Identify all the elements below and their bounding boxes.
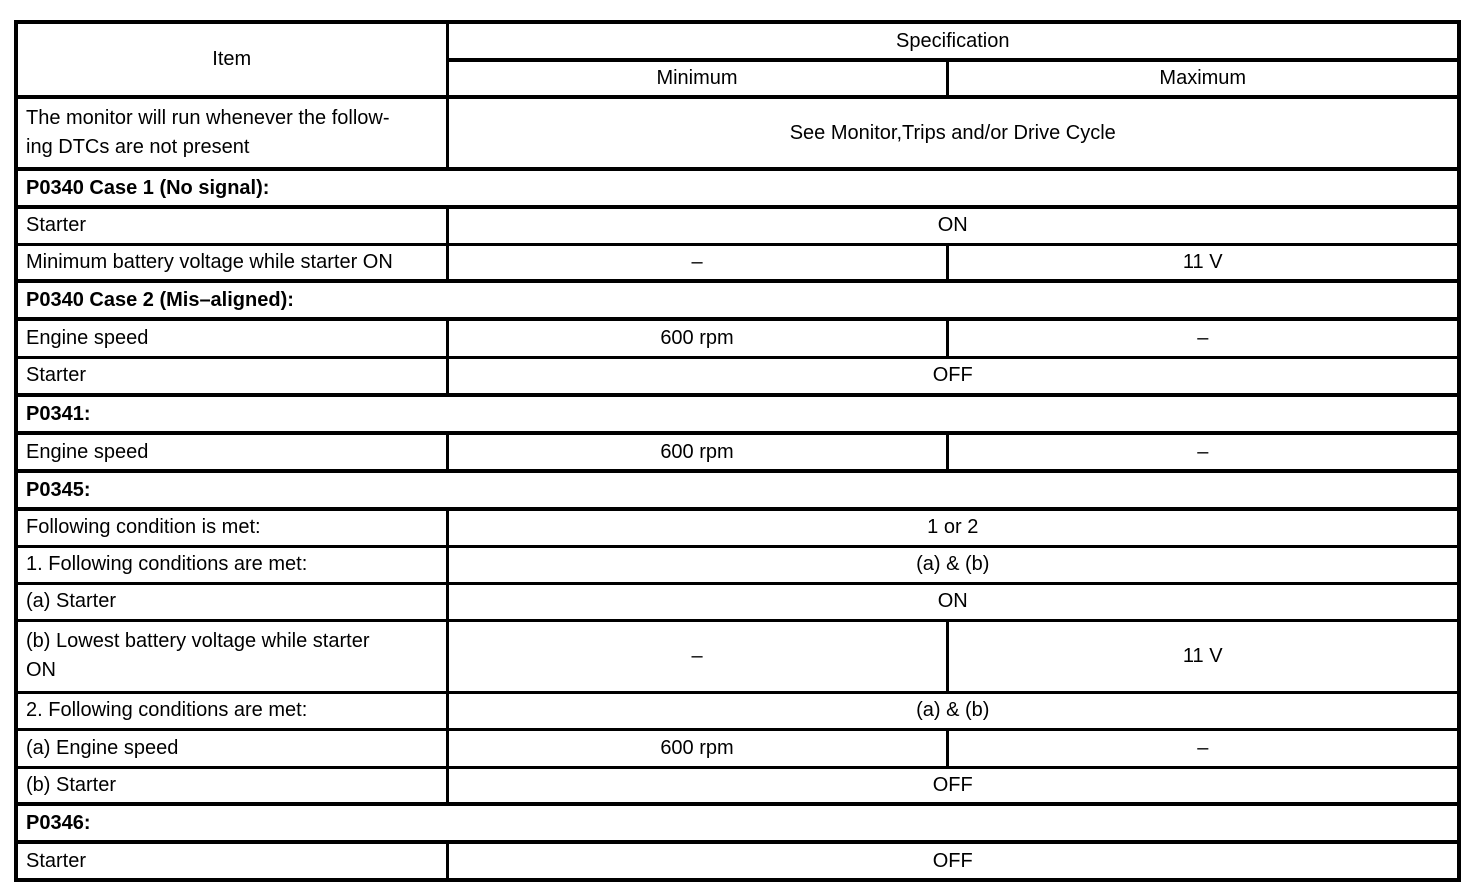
table-row: Engine speed 600 rpm – xyxy=(14,431,1461,473)
table-row: Starter ON xyxy=(14,205,1461,246)
maximum-cell: – xyxy=(945,431,1461,473)
minimum-cell: – xyxy=(445,618,949,694)
minimum-cell: 600 rpm xyxy=(445,727,949,769)
table-row: (a) Starter ON xyxy=(14,581,1461,622)
value-cell: ON xyxy=(445,581,1461,622)
value-cell: (a) & (b) xyxy=(445,690,1461,731)
value-cell: OFF xyxy=(445,840,1461,882)
maximum-cell: – xyxy=(945,317,1461,359)
item-cell: Engine speed xyxy=(14,431,449,473)
item-cell: (b) Lowest battery voltage while starter… xyxy=(14,618,449,694)
header-row-specification: Item Specification xyxy=(14,20,1461,99)
table-row: 1. Following conditions are met: (a) & (… xyxy=(14,544,1461,585)
item-cell: 1. Following conditions are met: xyxy=(14,544,449,585)
table-row: Following condition is met: 1 or 2 xyxy=(14,507,1461,548)
section-title: P0345: xyxy=(14,469,1461,511)
item-cell: (a) Engine speed xyxy=(14,727,449,769)
column-header-item: Item xyxy=(14,20,449,99)
column-header-maximum: Maximum xyxy=(945,58,1461,99)
section-title: P0346: xyxy=(14,802,1461,844)
table-row: Engine speed 600 rpm – xyxy=(14,317,1461,359)
column-header-minimum: Minimum xyxy=(445,58,949,99)
section-row: P0346: xyxy=(14,802,1461,844)
maximum-cell: 11 V xyxy=(945,618,1461,694)
specification-table: Item Specification Minimum Maximum The m… xyxy=(14,20,1461,882)
item-cell: Starter xyxy=(14,205,449,246)
item-cell: The monitor will run whenever the follow… xyxy=(14,95,449,171)
item-cell: Minimum battery voltage while starter ON xyxy=(14,242,449,283)
table-row: 2. Following conditions are met: (a) & (… xyxy=(14,690,1461,731)
value-cell: See Monitor,Trips and/or Drive Cycle xyxy=(445,95,1461,171)
column-header-specification: Specification xyxy=(445,20,1461,62)
table-row: (b) Starter OFF xyxy=(14,765,1461,806)
table-row: (b) Lowest battery voltage while starter… xyxy=(14,618,1461,694)
section-title: P0340 Case 1 (No signal): xyxy=(14,167,1461,209)
minimum-cell: 600 rpm xyxy=(445,317,949,359)
item-cell: Engine speed xyxy=(14,317,449,359)
value-cell: (a) & (b) xyxy=(445,544,1461,585)
section-row: P0345: xyxy=(14,469,1461,511)
section-title: P0340 Case 2 (Mis–aligned): xyxy=(14,279,1461,321)
table-row: Starter OFF xyxy=(14,355,1461,397)
table-row: Minimum battery voltage while starter ON… xyxy=(14,242,1461,283)
header-row-minmax: Minimum Maximum xyxy=(16,58,1461,99)
section-title: P0341: xyxy=(14,393,1461,435)
minimum-cell: 600 rpm xyxy=(445,431,949,473)
table-row: Starter OFF xyxy=(14,840,1461,882)
value-cell: ON xyxy=(445,205,1461,246)
section-row: P0340 Case 2 (Mis–aligned): xyxy=(14,279,1461,321)
maximum-cell: 11 V xyxy=(945,242,1461,283)
item-cell: Starter xyxy=(14,355,449,397)
table-row: The monitor will run whenever the follow… xyxy=(14,95,1461,171)
item-cell: Following condition is met: xyxy=(14,507,449,548)
item-cell: (a) Starter xyxy=(14,581,449,622)
table-row: (a) Engine speed 600 rpm – xyxy=(14,727,1461,769)
value-cell: 1 or 2 xyxy=(445,507,1461,548)
item-cell: 2. Following conditions are met: xyxy=(14,690,449,731)
minimum-cell: – xyxy=(445,242,949,283)
section-row: P0341: xyxy=(14,393,1461,435)
value-cell: OFF xyxy=(445,765,1461,806)
item-cell: Starter xyxy=(14,840,449,882)
item-cell: (b) Starter xyxy=(14,765,449,806)
section-row: P0340 Case 1 (No signal): xyxy=(14,167,1461,209)
maximum-cell: – xyxy=(945,727,1461,769)
value-cell: OFF xyxy=(445,355,1461,397)
